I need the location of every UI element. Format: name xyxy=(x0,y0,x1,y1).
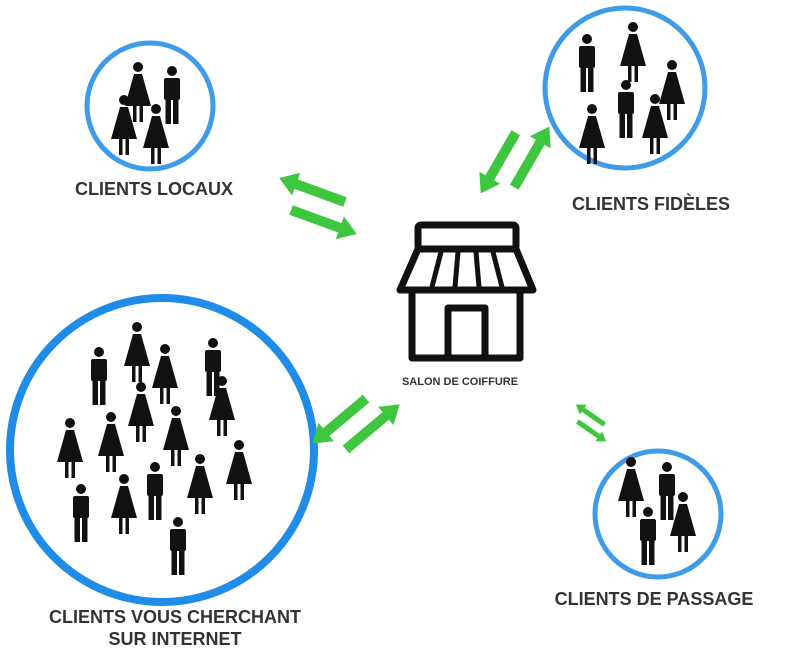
clients-locaux-label: CLIENTS LOCAUX xyxy=(75,179,233,199)
person-female-icon xyxy=(143,104,169,164)
person-male-icon xyxy=(73,484,89,542)
person-male-icon xyxy=(170,517,186,575)
person-male-icon xyxy=(164,66,180,124)
person-female-icon xyxy=(620,22,646,82)
person-female-icon xyxy=(124,322,150,382)
clients-internet-people xyxy=(57,322,252,575)
person-female-icon xyxy=(209,376,235,436)
person-female-icon xyxy=(187,454,213,514)
clients-internet-ring xyxy=(6,294,318,606)
person-female-icon xyxy=(98,412,124,472)
person-female-icon xyxy=(128,382,154,442)
person-female-icon xyxy=(163,406,189,466)
clients-fideles-label: CLIENTS FIDÈLES xyxy=(572,193,730,214)
salon-label: SALON DE COIFFURE xyxy=(402,376,518,388)
two-way-arrow-icon xyxy=(266,166,370,246)
person-male-icon xyxy=(659,462,675,520)
clients-internet-label-line1: CLIENTS VOUS CHERCHANT xyxy=(49,607,301,627)
person-female-icon xyxy=(659,60,685,120)
clients-passage-people xyxy=(618,457,696,565)
clients-fideles-people xyxy=(579,22,685,164)
clients-passage-ring xyxy=(592,448,724,580)
two-way-arrow-icon xyxy=(564,399,618,447)
two-way-arrow-icon xyxy=(470,107,560,213)
clients-fideles-ring xyxy=(542,5,708,171)
person-male-icon xyxy=(147,462,163,520)
person-male-icon xyxy=(205,338,221,396)
person-male-icon xyxy=(618,80,634,138)
person-female-icon xyxy=(111,474,137,534)
clients-internet-label-line2: SUR INTERNET xyxy=(108,629,241,649)
clients-locaux-ring xyxy=(84,40,216,172)
person-male-icon xyxy=(579,34,595,92)
person-female-icon xyxy=(57,418,83,478)
clients-passage-label: CLIENTS DE PASSAGE xyxy=(555,589,754,609)
person-female-icon xyxy=(670,492,696,552)
person-female-icon xyxy=(226,440,252,500)
shop-icon xyxy=(396,221,537,362)
person-female-icon xyxy=(618,457,644,517)
person-male-icon xyxy=(91,347,107,405)
clients-locaux-people xyxy=(111,62,180,164)
person-female-icon xyxy=(152,344,178,404)
person-male-icon xyxy=(640,507,656,565)
two-way-arrow-icon xyxy=(304,375,408,473)
